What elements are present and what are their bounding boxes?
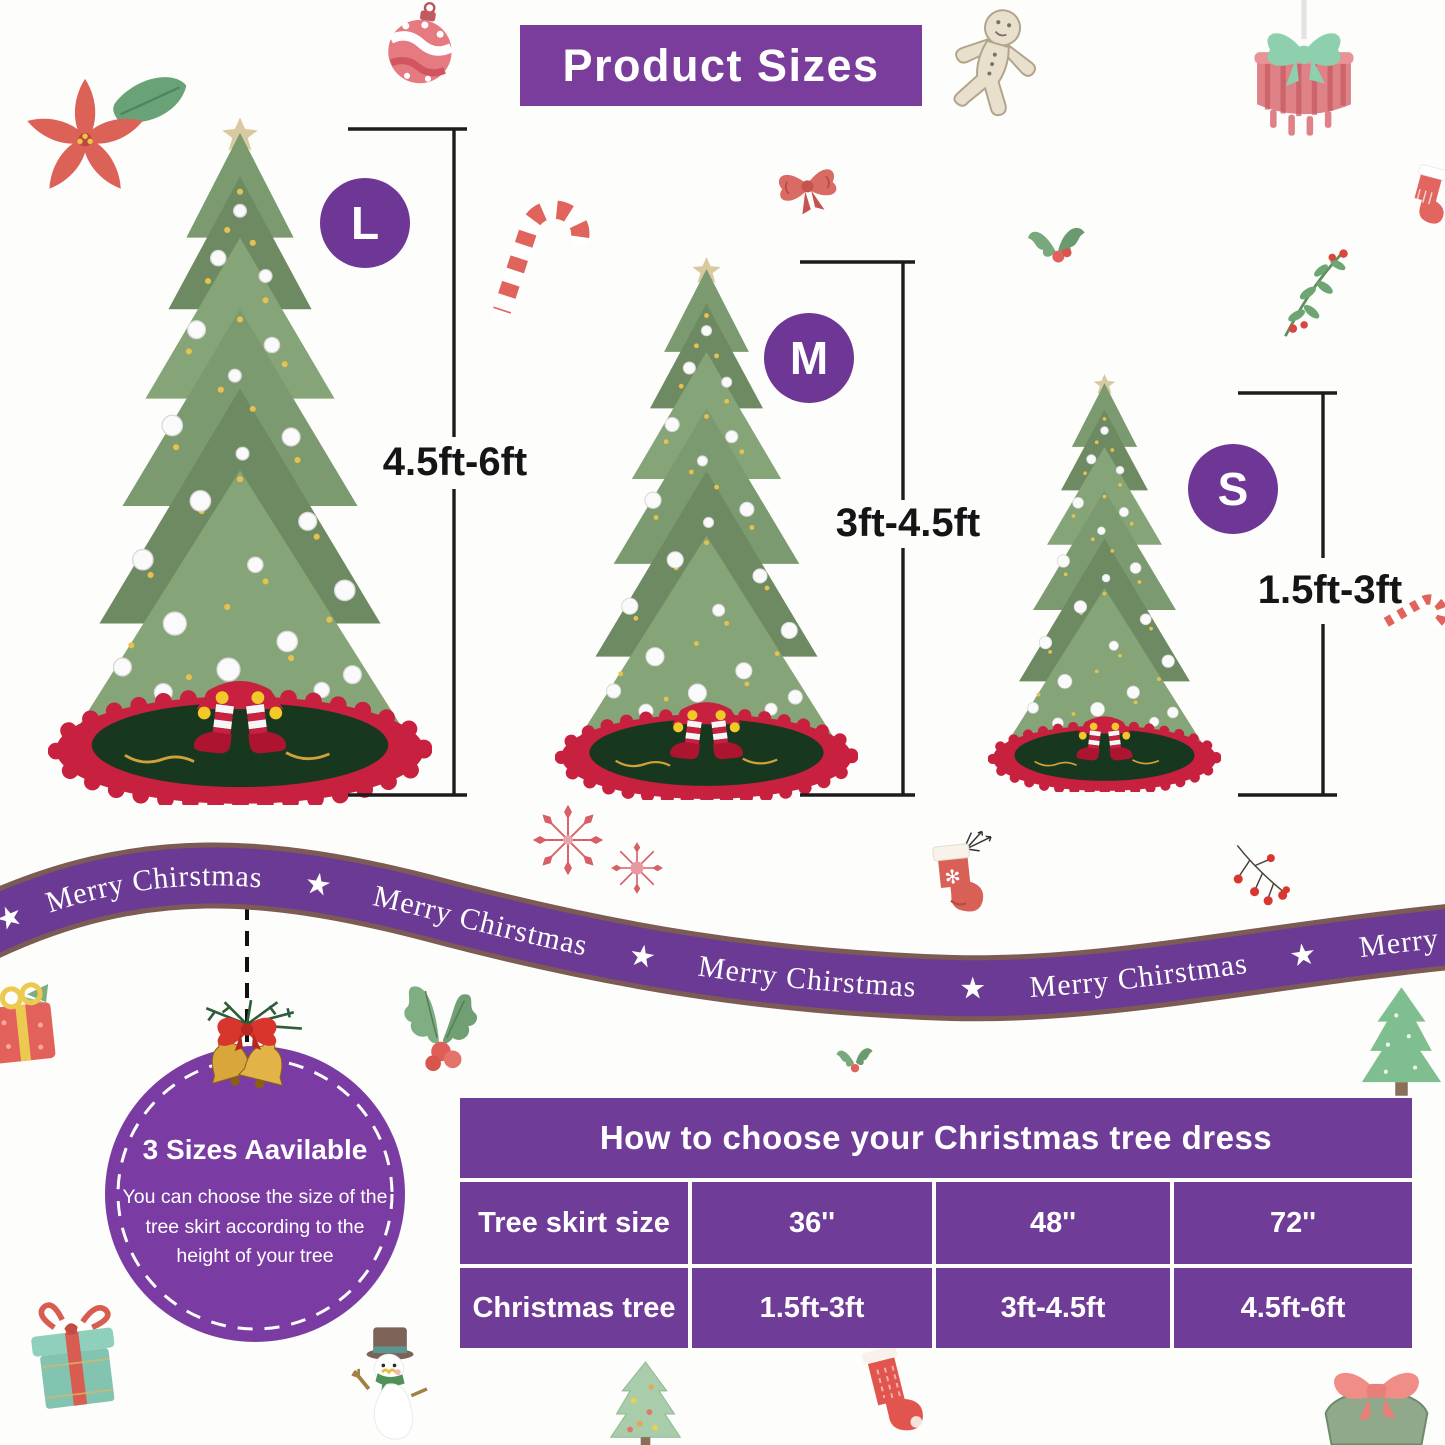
christmas-tree-icon [1354, 982, 1445, 1102]
snowflake-icon [610, 840, 664, 896]
size-badge-small: S [1188, 444, 1278, 534]
berry-sprig-icon [1276, 244, 1351, 342]
table-cell: 4.5ft-6ft [1174, 1268, 1412, 1348]
table-cell: 72'' [1174, 1182, 1412, 1264]
size-badge-medium-label: M [789, 332, 829, 384]
table-cell: 1.5ft-3ft [692, 1268, 932, 1348]
candy-cane-icon [1370, 572, 1445, 665]
christmas-tree-small [988, 372, 1221, 792]
stocking-icon [1396, 153, 1445, 233]
gift-box-icon [18, 1290, 131, 1413]
berry-sprig-icon [1228, 840, 1292, 908]
table-cell: 3ft-4.5ft [936, 1268, 1170, 1348]
bells-icon [188, 998, 310, 1110]
gift-box-icon [0, 970, 71, 1074]
sizes-available-title: 3 Sizes Aavilable [142, 1134, 368, 1165]
size-badge-large: L [320, 178, 410, 268]
stocking-icon [849, 1342, 931, 1445]
svg-text:✻: ✻ [944, 866, 962, 890]
table-cell: 48'' [936, 1182, 1170, 1264]
dashed-circle-border [116, 1057, 394, 1331]
size-badge-large-label: L [350, 197, 380, 249]
holly-icon [1024, 218, 1090, 278]
height-range-medium: 3ft-4.5ft [835, 501, 981, 545]
candy-cane-icon [481, 185, 605, 336]
table-row-label: Christmas tree [460, 1268, 688, 1348]
holly-icon [396, 980, 484, 1080]
height-range-large: 4.5ft-6ft [382, 440, 528, 484]
size-table-title: How to choose your Christmas tree dress [460, 1098, 1412, 1178]
holly-icon [834, 1038, 876, 1084]
table-row-label: Tree skirt size [460, 1182, 688, 1264]
gift-box-icon [1308, 1356, 1445, 1445]
poinsettia-icon [22, 62, 192, 197]
size-badge-medium: M [764, 313, 854, 403]
page-title-label: Product Sizes [562, 39, 880, 91]
snowflake-icon [528, 798, 608, 882]
table-cell: 36'' [692, 1182, 932, 1264]
sizes-available-line3: height of your tree [176, 1245, 334, 1267]
height-range-small: 1.5ft-3ft [1257, 568, 1403, 612]
sizes-available-line1: You can choose the size of the [122, 1186, 388, 1208]
size-table-grid: Tree skirt size 36'' 48'' 72'' Christmas… [460, 1182, 1412, 1348]
page-title: Product Sizes [520, 25, 922, 106]
size-badge-small-label: S [1217, 463, 1249, 515]
stocking-icon: ✻ [912, 828, 1007, 926]
ornament-ball-icon [377, 0, 465, 93]
hanging-basket-icon [1238, 0, 1370, 150]
sizes-available-badge: 3 Sizes Aavilable You can choose the siz… [105, 1046, 405, 1342]
size-table: How to choose your Christmas tree dress … [460, 1098, 1412, 1348]
sizes-available-line2: tree skirt according to the [145, 1215, 365, 1238]
ribbon-bow-icon [765, 145, 849, 227]
christmas-tree-icon [604, 1358, 688, 1445]
gingerbread-icon [937, 0, 1064, 130]
snowman-icon [348, 1324, 450, 1445]
